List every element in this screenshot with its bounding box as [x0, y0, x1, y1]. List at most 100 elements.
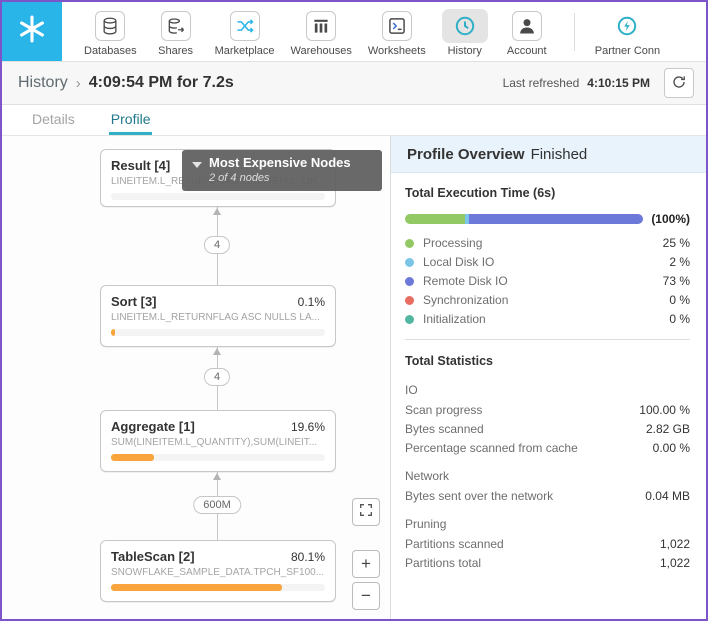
legend-dot — [405, 314, 414, 324]
node-detail: SUM(LINEITEM.L_QUANTITY),SUM(LINEIT... — [111, 437, 318, 448]
refresh-icon — [671, 74, 687, 93]
execution-time-bar — [405, 214, 644, 224]
tab-details[interactable]: Details — [32, 110, 75, 127]
stat-label: Partitions total — [405, 556, 482, 570]
bar-segment-processing — [405, 214, 465, 224]
stat-label: Scan progress — [405, 403, 483, 417]
worksheets-icon — [381, 10, 412, 41]
legend-row-local-disk-io: Local Disk IO 2 % — [405, 255, 690, 269]
nav-item-databases[interactable]: Databases — [84, 7, 137, 57]
node-progress-track — [111, 193, 325, 200]
node-progress-fill — [111, 329, 116, 336]
snowflake-icon — [16, 13, 48, 50]
stat-value: 100.00 % — [639, 403, 690, 417]
stat-value: 1,022 — [659, 556, 690, 570]
legend-row-remote-disk-io: Remote Disk IO 73 % — [405, 274, 690, 288]
profile-overview-body: Total Execution Time (6s) (100%) Process… — [391, 173, 706, 619]
node-percentage: 19.6% — [290, 420, 325, 434]
stat-row: Partitions scanned 1,022 — [405, 537, 690, 551]
profile-overview-panel: Profile Overview Finished Total Executio… — [390, 136, 706, 619]
zoom-out-button[interactable]: − — [352, 582, 380, 610]
legend-value: 73 % — [662, 274, 690, 288]
edge-rowcount-badge: 4 — [203, 236, 231, 254]
edge-rowcount-badge: 4 — [203, 368, 231, 386]
refresh-button[interactable] — [664, 68, 694, 98]
execution-time-label: Total Execution Time (6s) — [405, 186, 556, 200]
stat-value: 2.82 GB — [645, 422, 690, 436]
node-progress-fill — [111, 454, 154, 461]
stat-label: Bytes sent over the network — [405, 489, 554, 503]
page-title: 4:09:54 PM for 7.2s — [88, 74, 234, 91]
node-title: Result [4] — [111, 158, 171, 173]
legend-dot — [405, 257, 414, 267]
legend-dot — [405, 276, 414, 286]
stat-group-name: Network — [405, 469, 450, 483]
history-icon — [450, 11, 480, 41]
stat-value: 1,022 — [659, 537, 690, 551]
legend-row-processing: Processing 25 % — [405, 236, 690, 250]
stat-row: Scan progress 100.00 % — [405, 403, 690, 417]
warehouses-icon — [306, 10, 337, 41]
node-progress-track — [111, 454, 325, 461]
stat-value: 0.04 MB — [645, 489, 690, 503]
nav-item-shares[interactable]: Shares — [153, 7, 199, 57]
legend-label: Processing — [423, 236, 483, 250]
tab-profile[interactable]: Profile — [108, 105, 153, 135]
nav-item-label: Warehouses — [290, 44, 352, 57]
stat-label: Percentage scanned from cache — [405, 441, 578, 455]
dag-node-tablescan[interactable]: TableScan [2] 80.1% SNOWFLAKE_SAMPLE_DAT… — [100, 540, 336, 602]
query-profile-canvas[interactable]: 4 4 600M Result [4] LINEITEM.L_RETURNFLA… — [2, 136, 390, 619]
arrow-up-icon — [213, 348, 221, 355]
partner-connect-icon — [612, 11, 642, 41]
nav-item-account[interactable]: Account — [504, 7, 550, 57]
dag-node-sort[interactable]: Sort [3] 0.1% LINEITEM.L_RETURNFLAG ASC … — [100, 285, 336, 347]
profile-overview-title: Profile Overview — [407, 145, 525, 163]
dag-node-aggregate[interactable]: Aggregate [1] 19.6% SUM(LINEITEM.L_QUANT… — [100, 410, 336, 472]
chevron-down-icon — [192, 162, 202, 168]
nav-item-warehouses[interactable]: Warehouses — [291, 7, 352, 57]
nav-item-label: Databases — [84, 44, 137, 57]
legend-dot — [405, 295, 414, 305]
nav-item-label: Account — [506, 44, 547, 57]
stat-row: Partitions total 1,022 — [405, 556, 690, 570]
most-expensive-nodes-dropdown[interactable]: Most Expensive Nodes 2 of 4 nodes — [182, 150, 382, 191]
legend-value: 0 % — [669, 312, 690, 326]
node-title: TableScan [2] — [111, 549, 195, 564]
top-navigation: Databases Shares Marketplace Warehouses — [2, 2, 706, 62]
fit-to-screen-button[interactable] — [352, 498, 380, 526]
breadcrumb-history[interactable]: History — [18, 74, 68, 91]
snowflake-logo[interactable] — [2, 2, 62, 61]
breadcrumb-separator: › — [75, 74, 81, 92]
stat-group-network: Network Bytes sent over the network 0.04… — [405, 469, 690, 503]
nav-item-label: Shares — [158, 44, 194, 57]
stat-label: Partitions scanned — [405, 537, 504, 551]
last-refreshed-label: Last refreshed — [502, 76, 580, 90]
execution-time-bar-row: (100%) — [405, 212, 690, 226]
stat-row: Bytes scanned 2.82 GB — [405, 422, 690, 436]
legend-value: 2 % — [669, 255, 690, 269]
divider — [405, 339, 690, 340]
nav-items: Databases Shares Marketplace Warehouses — [62, 2, 660, 61]
stat-row: Bytes sent over the network 0.04 MB — [405, 489, 690, 503]
stat-label: Bytes scanned — [405, 422, 484, 436]
legend-label: Remote Disk IO — [423, 274, 508, 288]
bar-segment-local-disk-io — [464, 214, 470, 224]
account-icon — [511, 10, 542, 41]
nav-item-partner-connect[interactable]: Partner Conn — [595, 7, 660, 57]
nav-item-marketplace[interactable]: Marketplace — [215, 7, 275, 57]
stat-group-name: Pruning — [405, 517, 447, 531]
bar-segment-remote-disk-io — [469, 214, 644, 224]
query-status: Finished — [530, 145, 588, 163]
edge-rowcount-badge: 600M — [193, 496, 241, 514]
node-detail: SNOWFLAKE_SAMPLE_DATA.TPCH_SF100... — [111, 567, 325, 578]
marketplace-icon — [229, 10, 260, 41]
stat-value: 0.00 % — [652, 441, 690, 455]
legend-label: Local Disk IO — [423, 255, 495, 269]
content-area: 4 4 600M Result [4] LINEITEM.L_RETURNFLA… — [2, 136, 706, 619]
nav-item-worksheets[interactable]: Worksheets — [368, 7, 426, 57]
legend-label: Synchronization — [423, 293, 509, 307]
nav-item-history[interactable]: History — [441, 7, 488, 57]
arrow-up-icon — [213, 208, 221, 215]
zoom-in-button[interactable]: + — [352, 550, 380, 578]
